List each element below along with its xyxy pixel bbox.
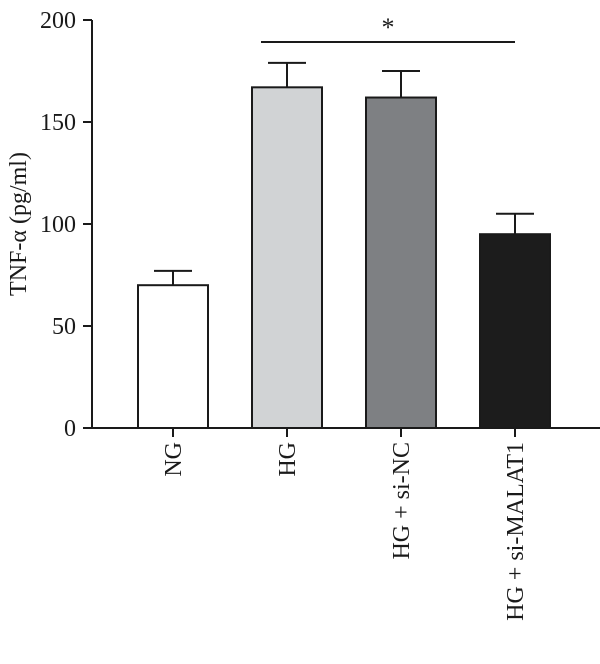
x-tick-labels: NG HG HG + si-NC HG + si-MALAT1	[161, 428, 529, 621]
y-ticks: 0 50 100 150 200	[40, 8, 92, 442]
y-tick-label-100: 100	[40, 212, 76, 238]
x-tick-label-hg: HG	[275, 442, 301, 477]
significance-annotation: *	[261, 13, 515, 43]
x-tick-label-hg-si-nc: HG + si-NC	[389, 442, 415, 560]
y-axis: 0 50 100 150 200	[40, 8, 93, 442]
bar-hg-si-malat1	[479, 233, 551, 429]
y-tick-label-0: 0	[64, 416, 76, 442]
error-bars	[154, 61, 534, 286]
bar-hg	[251, 86, 323, 429]
x-tick-label-ng: NG	[161, 442, 187, 477]
x-tick-label-hg-si-malat1: HG + si-MALAT1	[503, 442, 529, 621]
bar-hg-si-nc	[365, 96, 437, 430]
bars	[137, 86, 551, 430]
y-tick-label-50: 50	[52, 314, 76, 340]
y-axis-title: TNF-α (pg/ml)	[6, 152, 32, 296]
x-axis: NG HG HG + si-NC HG + si-MALAT1	[92, 427, 600, 621]
y-tick-label-200: 200	[40, 8, 76, 34]
bar-ng	[137, 284, 209, 430]
y-tick-label-150: 150	[40, 110, 76, 136]
significance-asterisk: *	[382, 13, 395, 42]
